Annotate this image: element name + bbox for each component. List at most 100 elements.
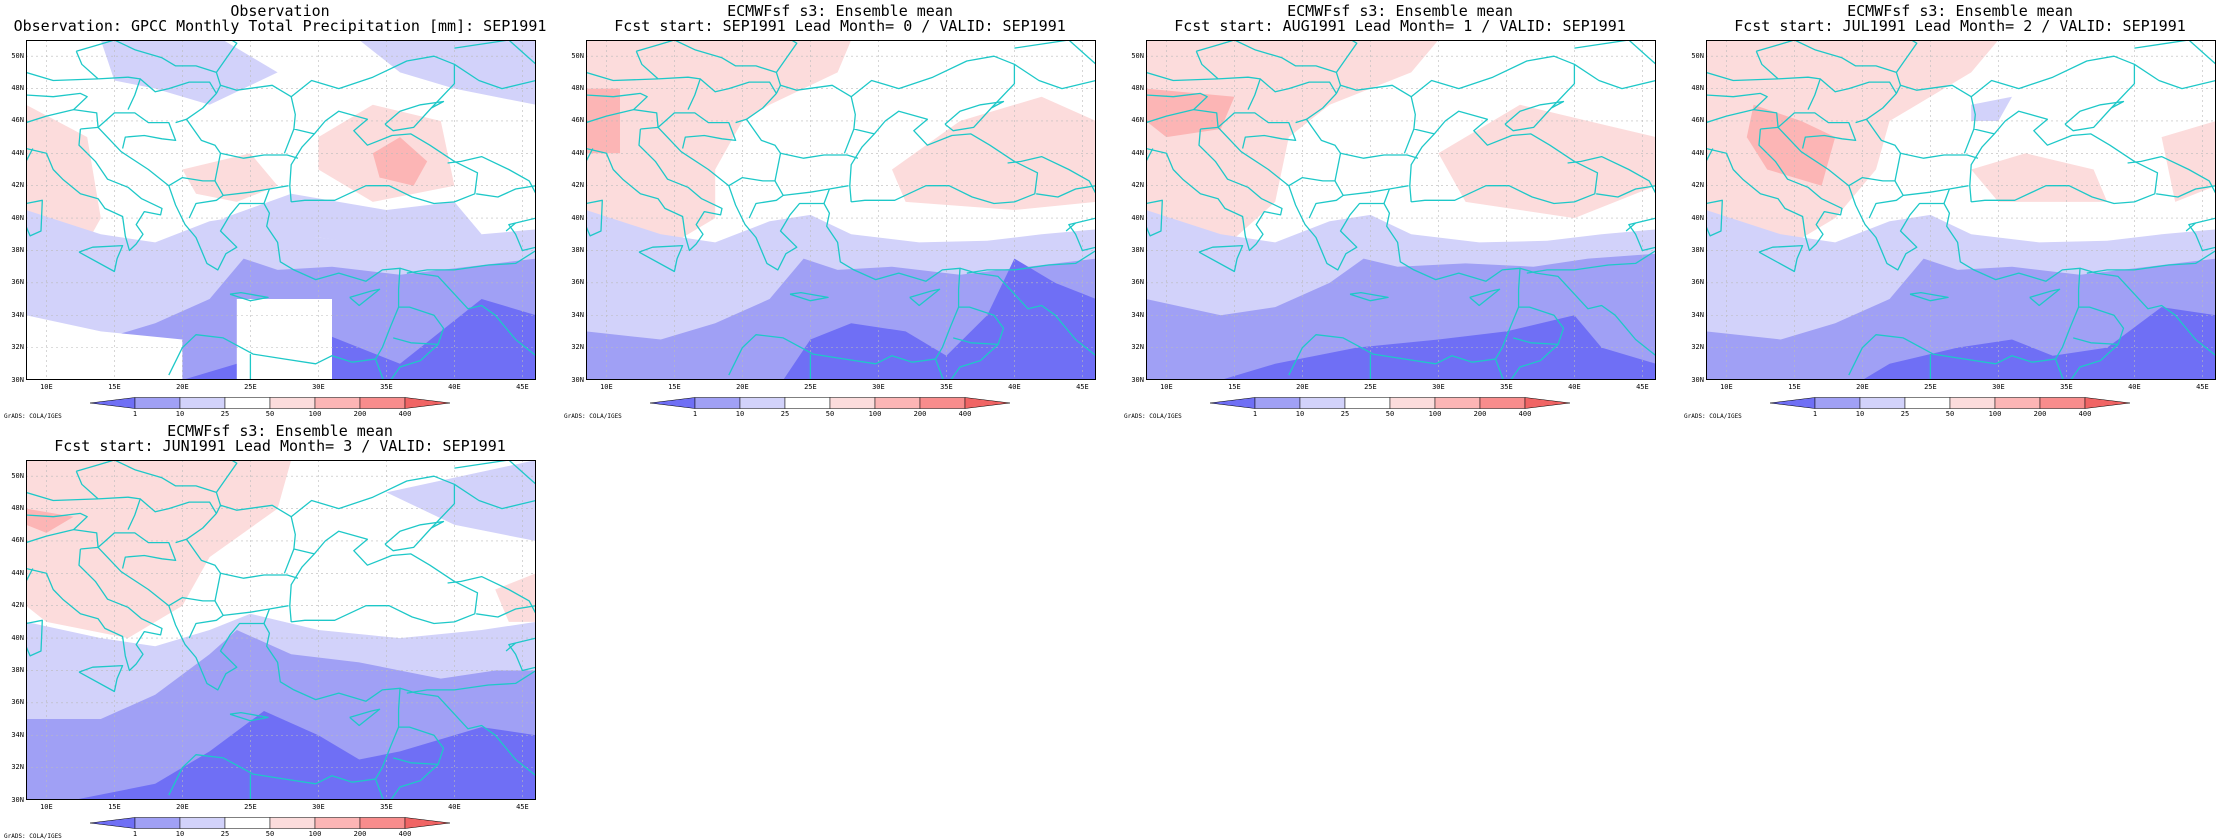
precip-shade — [586, 40, 852, 251]
coastline — [349, 288, 381, 307]
precip-shade — [1862, 307, 2216, 380]
coastline — [26, 491, 99, 502]
coastline — [2054, 358, 2065, 380]
colorbar-label: 200 — [913, 410, 927, 418]
coastline — [658, 76, 701, 110]
coastline — [283, 128, 295, 154]
colorbar-label: 10 — [175, 410, 185, 418]
colorbar-swatch — [404, 817, 450, 829]
colorbar-label: 10 — [735, 410, 745, 418]
colorbar-label: 50 — [265, 830, 275, 838]
coastline — [97, 532, 177, 569]
colorbar-swatch — [224, 397, 271, 409]
coastline — [1494, 358, 1505, 380]
precipitation-map — [26, 40, 536, 380]
colorbar — [650, 397, 1010, 409]
coastline — [783, 185, 849, 197]
coastline — [26, 148, 34, 162]
lat-tick-label: 38N — [11, 245, 24, 254]
lat-tick-label: 40N — [1131, 213, 1144, 222]
coastline — [26, 92, 99, 128]
colorbar-label: 1 — [132, 830, 138, 838]
coastline — [2188, 217, 2216, 252]
panel-title: ECMWFsf s3: Ensemble mean — [1287, 2, 1513, 20]
lat-tick-label: 36N — [1691, 278, 1704, 287]
coastline — [168, 596, 224, 639]
precip-shade — [236, 299, 332, 380]
coastline — [26, 108, 74, 124]
panel-subtitle: Fcst start: JUL1991 Lead Month= 2 / VALI… — [1734, 17, 2186, 35]
lat-tick-label: 40N — [11, 213, 24, 222]
colorbar-swatch — [134, 397, 181, 409]
precip-shade — [1220, 315, 1656, 380]
lon-tick-label: 45E — [516, 803, 529, 811]
lat-tick-label: 32N — [1131, 343, 1144, 352]
coastline — [389, 306, 445, 380]
lat-tick-label: 48N — [11, 504, 24, 513]
colorbar-label: 100 — [1988, 410, 2002, 418]
coastline — [1036, 185, 1096, 198]
colorbar-swatch — [2039, 397, 2086, 409]
lat-tick-label: 50N — [1691, 51, 1704, 60]
lat-tick-label: 40N — [11, 633, 24, 642]
panel-subtitle: Fcst start: JUN1991 Lead Month= 3 / VALI… — [54, 437, 506, 455]
coastline — [175, 118, 222, 182]
coastline — [1900, 152, 1979, 159]
coastline — [505, 642, 517, 652]
lat-tick-label: 42N — [11, 601, 24, 610]
panel-subtitle: Fcst start: AUG1991 Lead Month= 1 / VALI… — [1174, 17, 1626, 35]
colorbar-swatch — [90, 817, 136, 829]
coastline — [1706, 199, 1723, 237]
colorbar-swatch — [90, 397, 136, 409]
coastline — [374, 358, 385, 380]
colorbar-swatch — [1814, 397, 1861, 409]
colorbar — [1770, 397, 2130, 409]
coastline — [2185, 222, 2197, 232]
colorbar-swatch — [1389, 397, 1436, 409]
colorbar-label: 400 — [958, 410, 972, 418]
colorbar-label: 1 — [1252, 410, 1258, 418]
lon-tick-label: 15E — [108, 383, 121, 391]
coastline — [1963, 128, 1975, 154]
coastline — [476, 605, 536, 618]
precip-shade — [1706, 258, 2216, 380]
lat-tick-label: 42N — [571, 181, 584, 190]
coastline — [26, 619, 43, 657]
coastline — [349, 708, 381, 727]
coastline — [263, 608, 271, 624]
coastline — [1146, 108, 1194, 124]
lat-tick-label: 34N — [11, 730, 24, 739]
coastline — [1758, 244, 1804, 273]
coastline — [454, 40, 536, 65]
colorbar — [90, 817, 450, 829]
coastline — [1706, 108, 1754, 124]
coastline — [1306, 84, 1435, 135]
colorbar-swatch — [359, 397, 406, 409]
precip-shade — [182, 153, 278, 202]
lat-tick-label: 30N — [1691, 375, 1704, 384]
lon-tick-label: 30E — [312, 803, 325, 811]
coastline — [139, 498, 217, 514]
coastline — [384, 100, 445, 132]
lat-tick-label: 36N — [11, 698, 24, 707]
coastline — [186, 504, 315, 555]
lon-tick-label: 10E — [1720, 383, 1733, 391]
coastline — [1068, 217, 1096, 252]
colorbar-label: 200 — [353, 410, 367, 418]
coastline — [229, 711, 269, 722]
coastline — [1335, 40, 1358, 73]
precip-shade — [892, 96, 1096, 210]
lat-tick-label: 38N — [11, 665, 24, 674]
coastline — [1200, 126, 1521, 376]
lon-tick-label: 45E — [1076, 383, 1089, 391]
map-panel: ECMWFsf s3: Ensemble mean Fcst start: SEP… — [560, 0, 1120, 420]
coastline — [384, 520, 445, 552]
colorbar-label: 50 — [1385, 410, 1395, 418]
coastline — [1969, 110, 2159, 205]
coastline — [1288, 176, 1344, 219]
lon-tick-label: 25E — [244, 803, 257, 811]
precip-shade — [1746, 104, 1836, 186]
lon-tick-label: 15E — [668, 383, 681, 391]
colorbar-label: 100 — [308, 410, 322, 418]
lon-tick-label: 40E — [448, 803, 461, 811]
